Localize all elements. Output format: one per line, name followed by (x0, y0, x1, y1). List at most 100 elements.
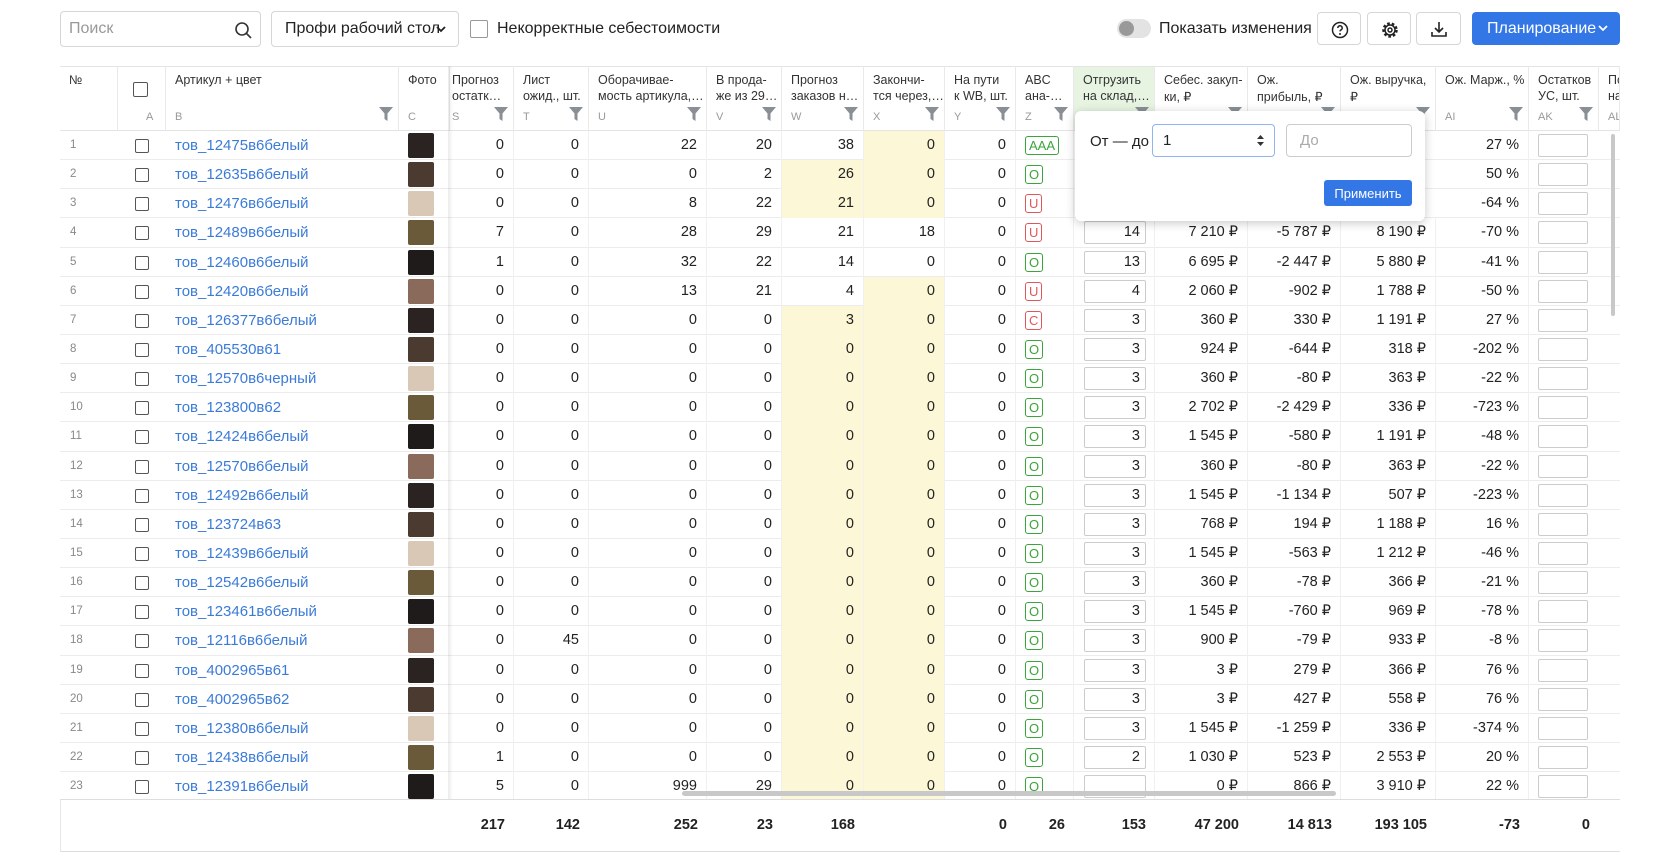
row-checkbox[interactable] (135, 197, 149, 212)
stock-input[interactable] (1538, 337, 1588, 361)
article-link[interactable]: тов_4002965в61 (175, 661, 290, 679)
row-checkbox[interactable] (135, 605, 149, 620)
horizontal-scrollbar[interactable] (682, 791, 1336, 796)
filter-icon[interactable] (379, 107, 393, 121)
article-link[interactable]: тов_12116в6белый (175, 632, 308, 650)
ship-input[interactable]: 3 (1084, 600, 1146, 624)
ship-input[interactable]: 3 (1084, 308, 1146, 332)
row-checkbox[interactable] (135, 780, 149, 795)
to-input[interactable]: До (1286, 124, 1412, 157)
stock-input[interactable] (1538, 134, 1588, 157)
stock-input[interactable] (1538, 221, 1588, 245)
row-checkbox[interactable] (135, 459, 149, 474)
stock-input[interactable] (1538, 745, 1588, 769)
row-checkbox[interactable] (135, 517, 149, 532)
article-link[interactable]: тов_12460в6белый (175, 253, 309, 271)
stock-input[interactable] (1538, 367, 1588, 391)
filter-icon[interactable] (1509, 107, 1523, 121)
filter-icon[interactable] (1054, 107, 1068, 121)
ship-input[interactable]: 3 (1084, 658, 1146, 682)
ship-input[interactable]: 3 (1084, 425, 1146, 449)
stock-input[interactable] (1538, 571, 1588, 595)
ship-input[interactable]: 3 (1084, 454, 1146, 478)
row-checkbox[interactable] (135, 692, 149, 707)
row-checkbox[interactable] (135, 342, 149, 357)
ship-input[interactable]: 2 (1084, 745, 1146, 769)
article-link[interactable]: тов_4002965в62 (175, 690, 290, 708)
stock-input[interactable] (1538, 250, 1588, 274)
stock-input[interactable] (1538, 629, 1588, 653)
stock-input[interactable] (1538, 658, 1588, 682)
stock-input[interactable] (1538, 163, 1588, 187)
filter-icon[interactable] (1579, 107, 1593, 121)
vertical-scrollbar[interactable] (1611, 134, 1615, 316)
settings-button[interactable] (1367, 12, 1411, 45)
row-checkbox[interactable] (135, 576, 149, 591)
apply-button[interactable]: Применить (1324, 180, 1412, 206)
stock-input[interactable] (1538, 687, 1588, 711)
row-checkbox[interactable] (135, 168, 149, 183)
planning-button[interactable]: Планирование (1472, 12, 1620, 45)
stock-input[interactable] (1538, 192, 1588, 216)
workspace-select[interactable]: Профи рабочий стол (271, 11, 459, 47)
stock-input[interactable] (1538, 425, 1588, 449)
article-link[interactable]: тов_12380в6белый (175, 719, 309, 737)
article-link[interactable]: тов_12570в6черный (175, 370, 317, 388)
row-checkbox[interactable] (135, 488, 149, 503)
stock-input[interactable] (1538, 483, 1588, 507)
stock-input[interactable] (1538, 716, 1588, 740)
row-checkbox[interactable] (135, 430, 149, 445)
ship-input[interactable]: 3 (1084, 716, 1146, 740)
article-link[interactable]: тов_123724в63 (175, 515, 282, 533)
stock-input[interactable] (1538, 279, 1588, 303)
filter-icon[interactable] (844, 107, 858, 121)
ship-input[interactable]: 13 (1084, 250, 1146, 274)
article-link[interactable]: тов_12489в6белый (175, 224, 309, 242)
ship-input[interactable]: 3 (1084, 687, 1146, 711)
article-link[interactable]: тов_12420в6белый (175, 282, 309, 300)
search-input[interactable]: Поиск (60, 11, 261, 47)
row-checkbox[interactable] (135, 750, 149, 765)
filter-icon[interactable] (494, 107, 508, 121)
ship-input[interactable]: 3 (1084, 337, 1146, 361)
article-link[interactable]: тов_12492в6белый (175, 486, 309, 504)
stock-input[interactable] (1538, 775, 1588, 799)
ship-input[interactable]: 3 (1084, 571, 1146, 595)
stock-input[interactable] (1538, 454, 1588, 478)
article-link[interactable]: тов_126377в6белый (175, 311, 317, 329)
ship-input[interactable]: 3 (1084, 512, 1146, 536)
ship-input[interactable]: 3 (1084, 483, 1146, 507)
row-checkbox[interactable] (135, 721, 149, 736)
article-link[interactable]: тов_12424в6белый (175, 428, 309, 446)
article-link[interactable]: тов_12391в6белый (175, 778, 309, 796)
help-button[interactable] (1317, 12, 1361, 45)
ship-input[interactable]: 3 (1084, 629, 1146, 653)
article-link[interactable]: тов_12438в6белый (175, 748, 309, 766)
row-checkbox[interactable] (135, 546, 149, 561)
row-checkbox[interactable] (135, 634, 149, 649)
article-link[interactable]: тов_12476в6белый (175, 195, 309, 213)
article-link[interactable]: тов_405530в61 (175, 340, 282, 358)
row-checkbox[interactable] (135, 139, 149, 153)
from-input[interactable]: 1 (1152, 124, 1275, 157)
article-link[interactable]: тов_12635в6белый (175, 166, 309, 184)
stock-input[interactable] (1538, 308, 1588, 332)
stock-input[interactable] (1538, 600, 1588, 624)
stock-input[interactable] (1538, 512, 1588, 536)
article-link[interactable]: тов_12475в6белый (175, 137, 309, 154)
ship-input[interactable]: 14 (1084, 221, 1146, 245)
filter-icon[interactable] (687, 107, 701, 121)
stock-input[interactable] (1538, 541, 1588, 565)
article-link[interactable]: тов_123800в62 (175, 399, 282, 417)
article-link[interactable]: тов_123461в6белый (175, 603, 317, 621)
ship-input[interactable]: 3 (1084, 396, 1146, 420)
row-checkbox[interactable] (135, 226, 149, 241)
ship-input[interactable]: 4 (1084, 279, 1146, 303)
filter-icon[interactable] (762, 107, 776, 121)
ship-input[interactable]: 3 (1084, 367, 1146, 391)
row-checkbox[interactable] (135, 284, 149, 299)
row-checkbox[interactable] (135, 401, 149, 416)
article-link[interactable]: тов_12570в6белый (175, 457, 309, 475)
download-button[interactable] (1416, 12, 1461, 45)
row-checkbox[interactable] (135, 255, 149, 270)
